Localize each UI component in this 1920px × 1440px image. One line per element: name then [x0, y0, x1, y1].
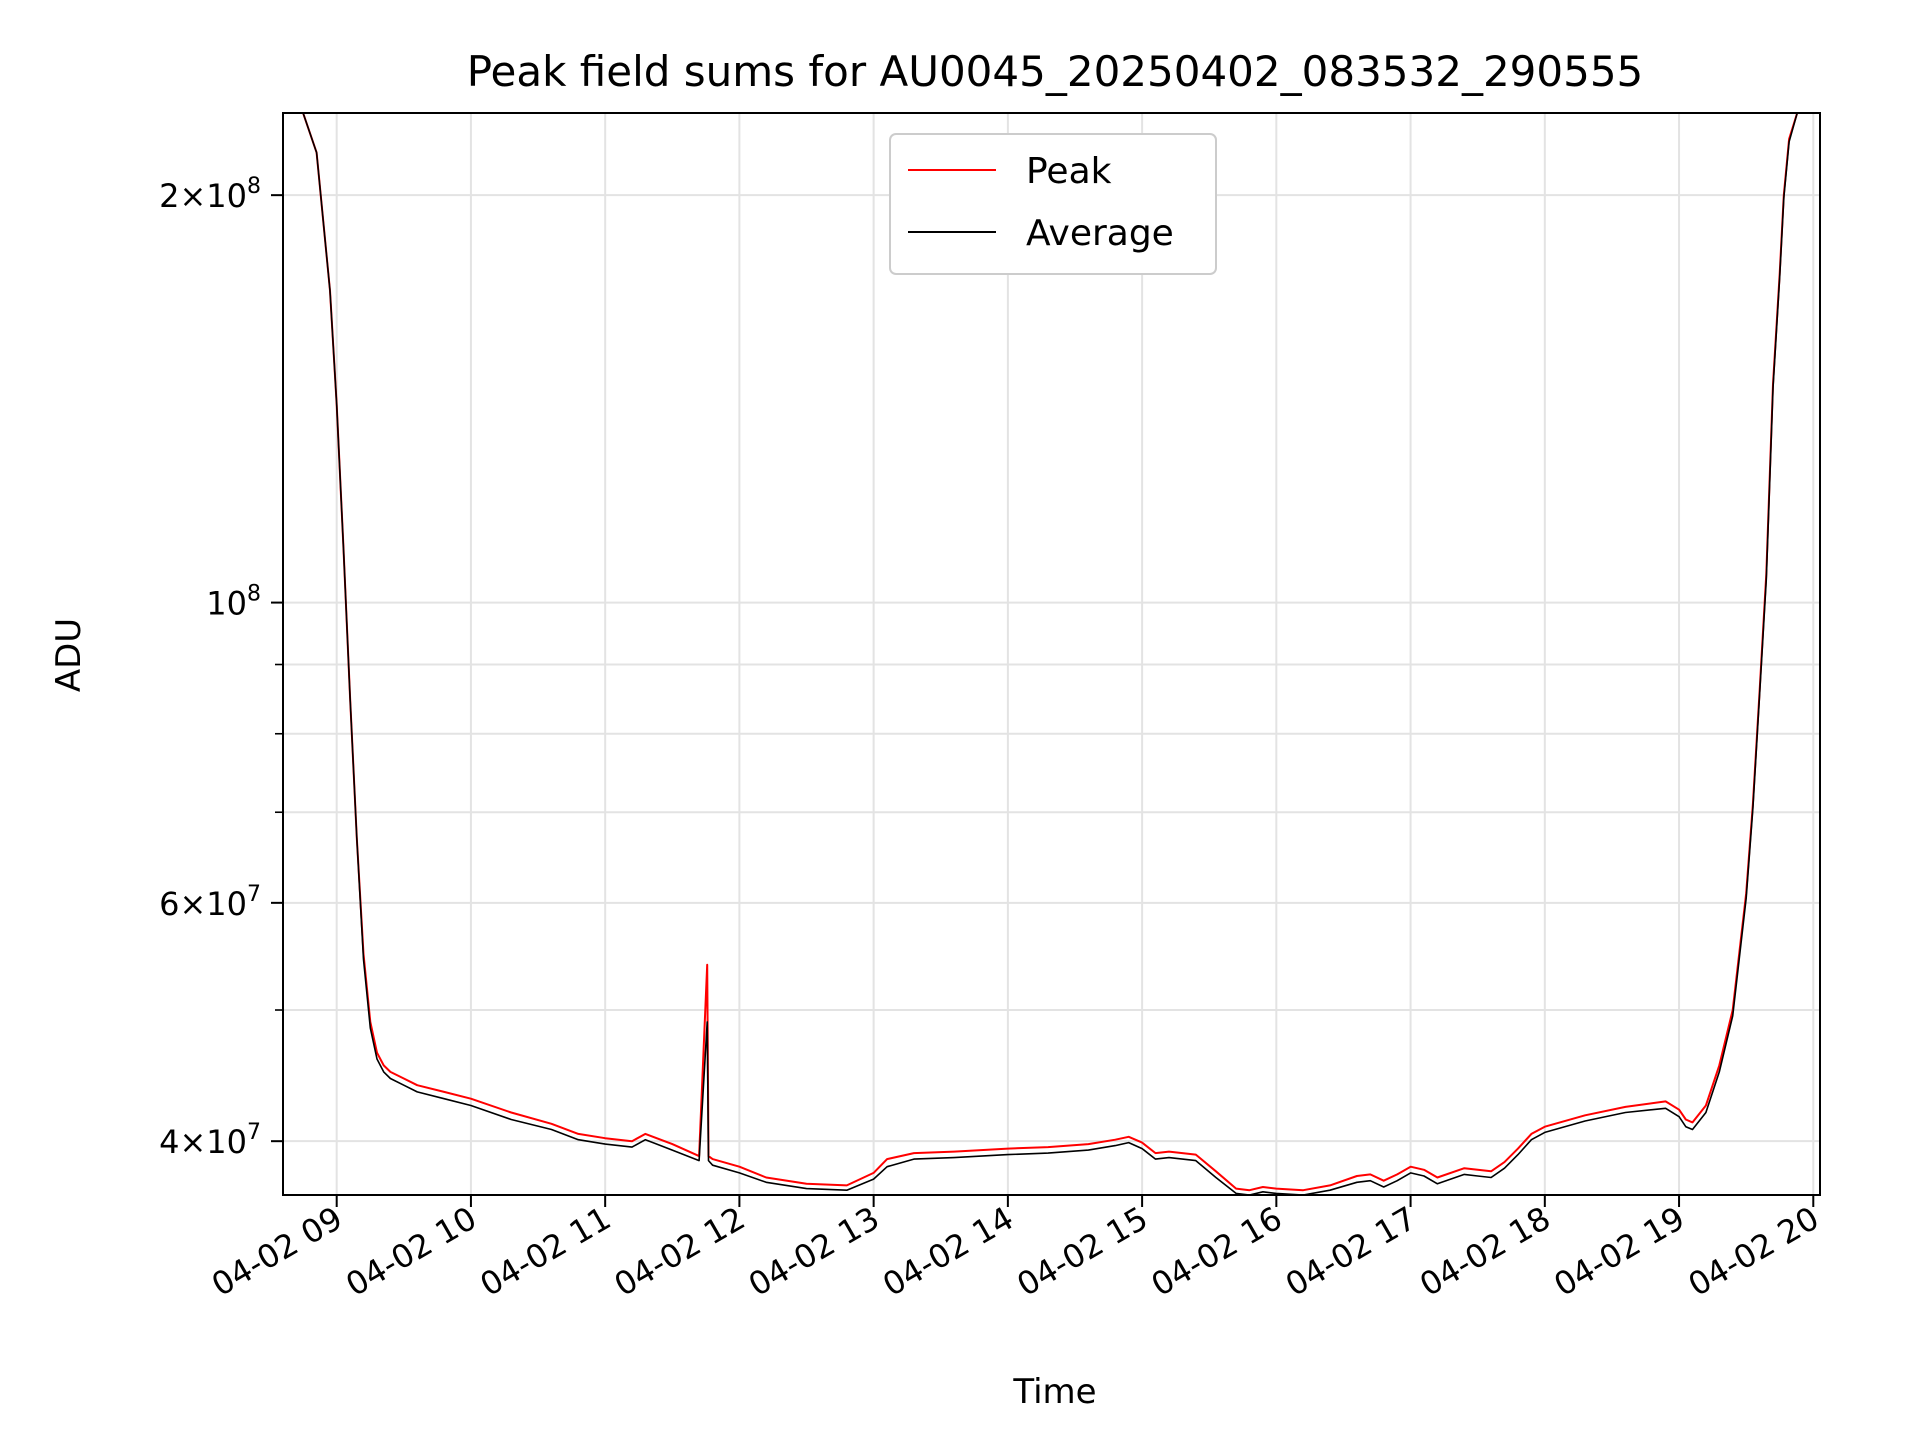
- y-tick-exponent: 8: [247, 582, 261, 607]
- y-tick-exponent: 8: [247, 174, 261, 199]
- y-tick-mantissa: 4: [159, 1123, 179, 1161]
- series-line-average: [283, 113, 1820, 1195]
- x-axis-label: Time: [1012, 1372, 1096, 1412]
- y-tick-times: ×: [179, 885, 206, 923]
- y-tick-mantissa: 6: [159, 885, 179, 923]
- y-tick-base: 10: [206, 885, 247, 923]
- y-tick-mantissa: 2: [159, 177, 179, 215]
- legend-label-peak: Peak: [1026, 151, 1112, 192]
- y-tick-base: 10: [206, 177, 247, 215]
- legend-label-average: Average: [1026, 213, 1174, 254]
- plot-area: [283, 113, 1820, 1195]
- y-tick-label: 4×107: [159, 1120, 261, 1161]
- plot-frame: [282, 112, 1821, 1196]
- grid: [283, 113, 1820, 1195]
- series-layer: [283, 113, 1820, 1195]
- y-tick-exponent: 7: [247, 1120, 261, 1145]
- y-axis-label: ADU: [49, 618, 89, 692]
- y-tick-times: ×: [179, 1123, 206, 1161]
- y-tick-label: 6×107: [159, 882, 261, 923]
- y-tick-label: 2×108: [159, 174, 261, 215]
- y-tick-base: 10: [206, 585, 247, 623]
- series-line-peak: [283, 113, 1820, 1192]
- y-tick-base: 10: [206, 1123, 247, 1161]
- chart-title: Peak field sums for AU0045_20250402_0835…: [467, 47, 1644, 96]
- y-tick-exponent: 7: [247, 882, 261, 907]
- y-tick-label: 108: [206, 582, 261, 623]
- legend: Peak Average: [889, 133, 1217, 275]
- y-tick-times: ×: [179, 177, 206, 215]
